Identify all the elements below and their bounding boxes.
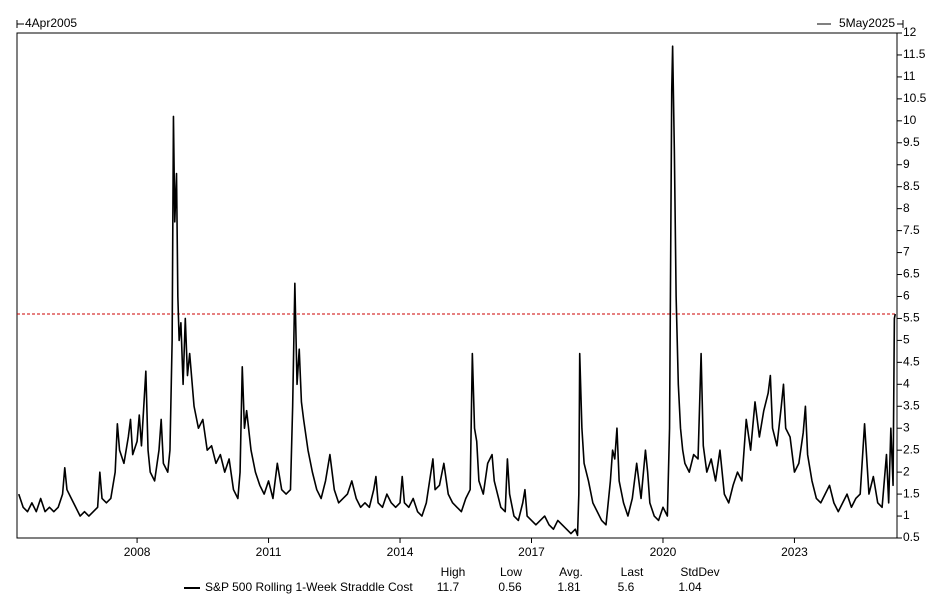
x-tick-label: 2017	[518, 545, 545, 559]
x-tick-label: 2020	[650, 545, 677, 559]
y-tick-label: 9.5	[903, 135, 920, 149]
y-tick-label: 9	[903, 157, 910, 171]
y-tick-label: 7	[903, 245, 910, 259]
x-tick-label: 2008	[124, 545, 151, 559]
start-date-label: 4Apr2005	[25, 16, 77, 30]
y-tick-label: 4	[903, 376, 910, 390]
y-tick-label: 12	[903, 25, 917, 39]
y-tick-label: 3	[903, 420, 910, 434]
y-tick-label: 7.5	[903, 223, 920, 237]
y-tick-label: 1.5	[903, 486, 920, 500]
y-tick-label: 10	[903, 113, 917, 127]
stat-value: 1.81	[557, 580, 581, 594]
y-tick-label: 5.5	[903, 311, 920, 325]
stat-header: Low	[500, 565, 522, 579]
stat-value: 5.6	[618, 580, 635, 594]
stat-header: StdDev	[680, 565, 719, 579]
stat-header: High	[441, 565, 466, 579]
y-tick-label: 5	[903, 333, 910, 347]
y-tick-label: 10.5	[903, 91, 927, 105]
y-tick-label: 8	[903, 201, 910, 215]
stat-header: Avg.	[559, 565, 583, 579]
y-tick-label: 0.5	[903, 530, 920, 544]
y-tick-label: 8.5	[903, 179, 920, 193]
stat-value: 11.7	[437, 580, 460, 594]
y-tick-label: 1	[903, 508, 910, 522]
stat-value: 0.56	[498, 580, 522, 594]
y-tick-label: 4.5	[903, 355, 920, 369]
stat-value: 1.04	[678, 580, 702, 594]
y-tick-label: 3.5	[903, 398, 920, 412]
y-tick-label: 11	[903, 69, 916, 83]
x-tick-label: 2014	[387, 545, 414, 559]
y-tick-label: 2.5	[903, 442, 920, 456]
plot-frame	[16, 32, 898, 539]
x-tick-label: 2023	[781, 545, 808, 559]
x-tick-label: 2011	[256, 545, 282, 559]
end-date-label: 5May2025	[839, 16, 895, 30]
legend-label: S&P 500 Rolling 1-Week Straddle Cost	[205, 580, 413, 594]
series-line	[17, 45, 897, 537]
y-tick-label: 6.5	[903, 267, 920, 281]
y-tick-label: 2	[903, 464, 910, 478]
y-tick-label: 11.5	[903, 47, 926, 61]
y-tick-label: 6	[903, 289, 910, 303]
stat-header: Last	[621, 565, 644, 579]
